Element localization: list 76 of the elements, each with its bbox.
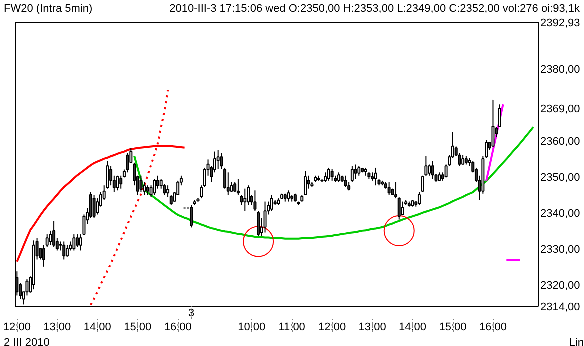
candlestick bbox=[270, 194, 274, 212]
x-tick-label: 12:00 bbox=[3, 322, 31, 334]
x-tick-label: 14:00 bbox=[399, 322, 427, 334]
candlestick bbox=[338, 172, 341, 183]
text: 2 III 2010 bbox=[4, 336, 50, 346]
x-tick-label: 10:00 bbox=[238, 322, 266, 334]
candlestick bbox=[330, 168, 334, 182]
candlestick bbox=[126, 152, 130, 174]
y-tick-label: 2369,00 bbox=[540, 104, 580, 116]
candlestick bbox=[401, 201, 404, 216]
candlestick bbox=[116, 175, 120, 192]
text: Lin bbox=[569, 336, 584, 346]
candlestick bbox=[46, 234, 49, 248]
x-tick-label: 13:00 bbox=[358, 322, 386, 334]
x-tick-label: 15:00 bbox=[439, 322, 467, 334]
candlestick bbox=[431, 160, 434, 180]
x-tick-label: 15:00 bbox=[124, 322, 152, 334]
x-tick-label: 13:00 bbox=[44, 322, 72, 334]
x-tick-label: 12:00 bbox=[318, 322, 346, 334]
x-tick-label: 11:00 bbox=[278, 322, 306, 334]
candlestick bbox=[358, 166, 361, 176]
candlestick bbox=[388, 182, 391, 196]
candlestick bbox=[492, 99, 495, 148]
y-tick-label: 2392,93 bbox=[540, 18, 580, 30]
candlestick bbox=[146, 185, 150, 196]
candlestick bbox=[350, 166, 354, 183]
y-tick-label: 2380,00 bbox=[540, 64, 580, 76]
candlestick bbox=[327, 167, 330, 182]
candlestick bbox=[153, 178, 156, 196]
candlestick bbox=[52, 220, 56, 248]
candlestick bbox=[418, 192, 421, 206]
x-tick-label: 16:00 bbox=[479, 322, 508, 334]
candlestick bbox=[354, 164, 358, 180]
line-series bbox=[134, 126, 534, 240]
candlestick bbox=[120, 175, 123, 190]
y-tick-label: 2330,00 bbox=[540, 244, 580, 256]
y-tick-label: 2340,00 bbox=[540, 208, 580, 220]
candlestick bbox=[49, 230, 52, 246]
candlestick bbox=[254, 190, 257, 212]
candlestick bbox=[264, 201, 267, 234]
x-tick-label: 16:00 bbox=[164, 322, 192, 334]
candlestick bbox=[236, 178, 240, 196]
candlestick bbox=[140, 175, 143, 193]
candlestick bbox=[428, 164, 432, 176]
candlestick bbox=[421, 175, 424, 193]
candlestick bbox=[287, 190, 290, 202]
x-tick-label: 3 bbox=[188, 308, 195, 320]
candlestick bbox=[374, 167, 378, 186]
y-tick-label: 2350,00 bbox=[540, 172, 580, 184]
x-tick-label: 14:00 bbox=[84, 322, 112, 334]
candlestick bbox=[257, 211, 260, 236]
y-tick-label: 2360,00 bbox=[540, 136, 580, 148]
chart-title: FW20 (Intra 5min) bbox=[4, 2, 93, 17]
candlestick bbox=[26, 279, 29, 296]
candlestick bbox=[66, 244, 69, 258]
chart-subtitle: 2010-III-3 17:15:06 wed O:2350,00 H:2353,00 L:2349,00 C:2352,00 vol:276 oi:93,1k bbox=[170, 2, 580, 17]
candlestick bbox=[462, 154, 465, 166]
candlestick bbox=[344, 175, 348, 188]
candlestick bbox=[92, 194, 96, 218]
candlestick bbox=[72, 234, 76, 252]
y-tick-label: 2314,00 bbox=[540, 302, 580, 314]
candlestick bbox=[304, 170, 308, 196]
candlestick bbox=[190, 204, 194, 228]
candlestick bbox=[216, 149, 220, 170]
candlestick bbox=[226, 172, 230, 196]
candlestick bbox=[42, 244, 46, 268]
candlestick bbox=[244, 188, 247, 212]
candlestick bbox=[424, 156, 428, 176]
line-series bbox=[486, 104, 504, 182]
candlestick bbox=[62, 241, 66, 260]
candlestick bbox=[498, 104, 502, 128]
y-tick-label: 2320,00 bbox=[540, 280, 580, 292]
candlestick bbox=[324, 172, 328, 183]
candlestick bbox=[156, 175, 160, 190]
candlestick bbox=[76, 234, 80, 248]
candlestick bbox=[220, 152, 224, 170]
